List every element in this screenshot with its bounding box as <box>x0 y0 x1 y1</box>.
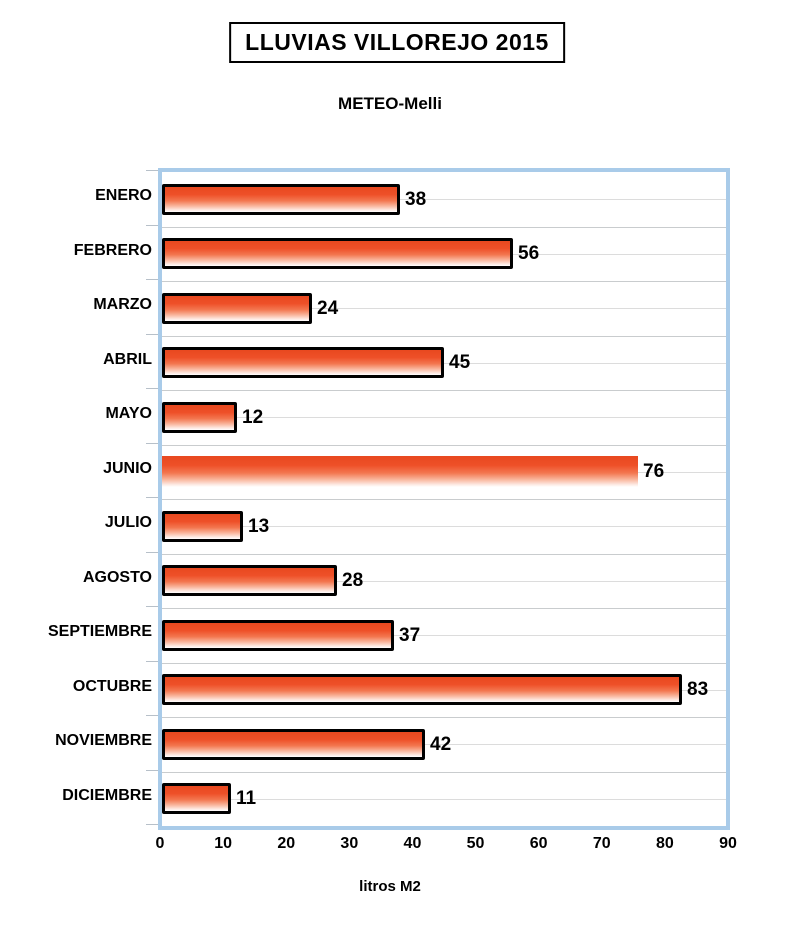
bar-mayo <box>162 402 237 433</box>
bar-junio <box>162 456 638 487</box>
gridline <box>162 662 726 664</box>
gridline <box>162 526 726 528</box>
gridline <box>162 335 726 337</box>
axis-tick-stub <box>146 824 158 825</box>
bar-value-label: 13 <box>248 516 270 537</box>
axis-tick-stub <box>146 334 158 335</box>
gridline <box>162 281 726 282</box>
gridline <box>162 798 726 800</box>
gridline <box>162 362 726 364</box>
gridline <box>162 608 726 609</box>
x-tick-label: 0 <box>155 835 165 852</box>
category-label-agosto: AGOSTO <box>82 569 152 586</box>
category-label-octubre: OCTUBRE <box>72 678 152 695</box>
bar-septiembre <box>162 620 394 651</box>
bar-agosto <box>162 565 337 596</box>
gridline <box>162 580 726 582</box>
bar-octubre <box>162 674 682 705</box>
x-tick-label: 10 <box>214 835 233 852</box>
x-tick-label: 70 <box>592 835 611 852</box>
bar-marzo <box>162 293 312 324</box>
gridline <box>162 744 726 746</box>
axis-tick-stub <box>146 170 158 171</box>
gridline <box>162 444 726 446</box>
bar-value-label: 11 <box>236 788 257 809</box>
category-label-noviembre: NOVIEMBRE <box>55 732 152 749</box>
bar-value-label: 12 <box>242 407 264 428</box>
axis-tick-stub <box>146 552 158 553</box>
gridline <box>162 635 726 637</box>
bar-abril <box>162 347 444 378</box>
bar-value-label: 24 <box>317 298 339 319</box>
bar-enero <box>162 184 400 215</box>
gridline <box>162 499 726 500</box>
gridline <box>162 390 726 391</box>
category-label-diciembre: DICIEMBRE <box>62 787 152 804</box>
x-tick-label: 90 <box>719 835 737 852</box>
category-label-junio: JUNIO <box>103 460 152 477</box>
chart-subtitle: METEO-Melli <box>338 94 442 113</box>
bar-value-label: 37 <box>399 625 421 646</box>
gridline <box>162 417 726 419</box>
x-tick-label: 80 <box>655 835 674 852</box>
bar-value-label: 83 <box>687 679 709 700</box>
bar-value-label: 28 <box>342 570 364 591</box>
bar-value-label: 76 <box>643 461 665 482</box>
gridline <box>162 553 726 555</box>
axis-tick-stub <box>146 606 158 607</box>
category-label-marzo: MARZO <box>93 296 152 313</box>
gridline <box>162 226 726 228</box>
category-label-abril: ABRIL <box>103 351 152 368</box>
gridline <box>162 308 726 310</box>
x-axis-title: litros M2 <box>359 878 421 895</box>
category-label-julio: JULIO <box>104 514 152 531</box>
x-tick-label: 50 <box>466 835 485 852</box>
axis-tick-stub <box>146 497 158 498</box>
category-label-enero: ENERO <box>95 187 152 204</box>
gridline <box>162 717 726 718</box>
plot-inner: 38 56 24 45 12 76 13 28 37 83 42 11 <box>162 172 726 826</box>
axis-tick-stub <box>146 443 158 444</box>
axis-tick-stub <box>146 225 158 226</box>
x-tick-label: 40 <box>403 835 422 852</box>
plot-area: 38 56 24 45 12 76 13 28 37 83 42 11 <box>158 168 730 830</box>
category-label-febrero: FEBRERO <box>73 242 152 259</box>
axis-tick-stub <box>146 715 158 716</box>
bar-noviembre <box>162 729 425 760</box>
axis-tick-stub <box>146 279 158 280</box>
gridline <box>162 199 726 201</box>
x-tick-label: 20 <box>277 835 296 852</box>
bar-value-label: 45 <box>449 352 471 373</box>
x-tick-label: 30 <box>340 835 359 852</box>
axis-tick-stub <box>146 661 158 662</box>
bar-diciembre <box>162 783 231 814</box>
gridline <box>162 771 726 773</box>
category-label-septiembre: SEPTIEMBRE <box>47 623 152 640</box>
bar-value-label: 38 <box>405 189 427 210</box>
category-label-mayo: MAYO <box>105 405 152 422</box>
x-tick-label: 60 <box>529 835 548 852</box>
bar-febrero <box>162 238 513 269</box>
bar-value-label: 56 <box>518 243 540 264</box>
axis-tick-stub <box>146 770 158 771</box>
chart-title: LLUVIAS VILLOREJO 2015 <box>229 22 565 63</box>
bar-value-label: 42 <box>430 734 452 755</box>
bar-julio <box>162 511 243 542</box>
axis-tick-stub <box>146 388 158 389</box>
